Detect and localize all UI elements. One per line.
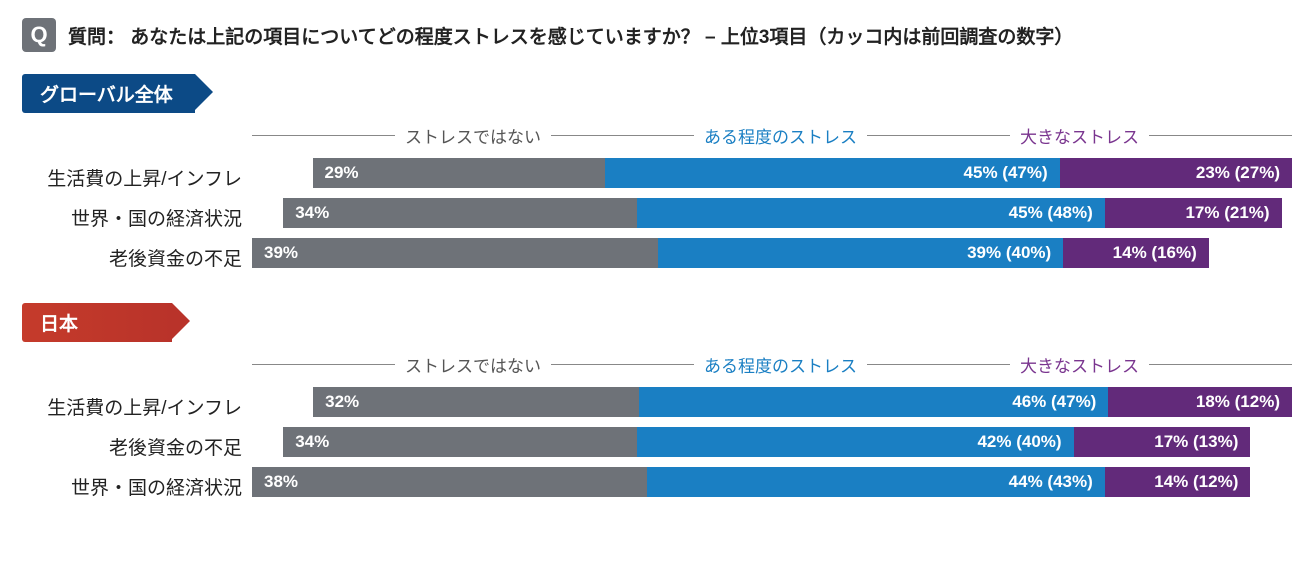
- legend-big: 大きなストレス: [1010, 352, 1149, 377]
- seg-some: 46% (47%): [639, 387, 1108, 417]
- seg-some: 45% (47%): [605, 158, 1059, 188]
- seg-big: 23% (27%): [1060, 158, 1292, 188]
- seg-big-label: 17% (13%): [1154, 432, 1238, 452]
- bar-spacer: [252, 158, 313, 188]
- chart-area: 生活費の上昇/インフレ老後資金の不足世界・国の経済状況 ストレスではない ある程度の…: [22, 346, 1292, 506]
- seg-big: 18% (12%): [1108, 387, 1292, 417]
- row-labels: 生活費の上昇/インフレ世界・国の経済状況老後資金の不足: [22, 117, 252, 277]
- legend-some: ある程度のストレス: [694, 123, 867, 148]
- bar-track: 38% 44% (43%) 14% (12%): [252, 467, 1292, 497]
- question-icon: Q: [22, 18, 56, 52]
- seg-big-label: 23% (27%): [1196, 163, 1280, 183]
- bars-column: ストレスではない ある程度のストレス 大きなストレス 32% 46% (47%) 18% …: [252, 346, 1292, 506]
- legend-line: [551, 364, 694, 365]
- seg-some-label: 45% (48%): [1009, 203, 1093, 223]
- section-global: グローバル全体生活費の上昇/インフレ世界・国の経済状況老後資金の不足ストレスでは…: [22, 74, 1292, 277]
- row-label: 世界・国の経済状況: [22, 197, 252, 237]
- seg-not: 38%: [252, 467, 647, 497]
- seg-not: 29%: [313, 158, 606, 188]
- seg-not-label: 34%: [295, 203, 329, 223]
- legend-line: [867, 364, 1010, 365]
- seg-big: 14% (12%): [1105, 467, 1251, 497]
- seg-some: 42% (40%): [637, 427, 1074, 457]
- bar-row: 32% 46% (47%) 18% (12%): [252, 382, 1292, 422]
- legend-not: ストレスではない: [395, 352, 551, 377]
- bar-spacer: [252, 387, 313, 417]
- legend-line: [252, 364, 395, 365]
- bar-spacer: [252, 427, 283, 457]
- row-label: 生活費の上昇/インフレ: [22, 157, 252, 197]
- legend-row: ストレスではない ある程度のストレス 大きなストレス: [252, 346, 1292, 382]
- legend-line: [551, 135, 694, 136]
- seg-not: 34%: [283, 427, 637, 457]
- bar-row: 38% 44% (43%) 14% (12%): [252, 462, 1292, 502]
- bar-track: 29% 45% (47%) 23% (27%): [252, 158, 1292, 188]
- bar-track: 39% 39% (40%) 14% (16%): [252, 238, 1292, 268]
- bar-row: 34% 45% (48%) 17% (21%): [252, 193, 1292, 233]
- seg-big-label: 14% (16%): [1113, 243, 1197, 263]
- seg-some-label: 39% (40%): [967, 243, 1051, 263]
- row-label: 老後資金の不足: [22, 426, 252, 466]
- legend-some: ある程度のストレス: [694, 352, 867, 377]
- question-header: Q 質問： あなたは上記の項目についてどの程度ストレスを感じていますか？ – 上…: [22, 18, 1292, 52]
- section-japan: 日本生活費の上昇/インフレ老後資金の不足世界・国の経済状況 ストレスではない ある程…: [22, 303, 1292, 506]
- bar-row: 29% 45% (47%) 23% (27%): [252, 153, 1292, 193]
- seg-not: 34%: [283, 198, 637, 228]
- seg-some-label: 42% (40%): [977, 432, 1061, 452]
- seg-not-label: 39%: [264, 243, 298, 263]
- legend-line: [867, 135, 1010, 136]
- row-label: 老後資金の不足: [22, 237, 252, 277]
- legend-line: [1149, 364, 1292, 365]
- section-tag-global: グローバル全体: [22, 74, 195, 113]
- seg-some-label: 44% (43%): [1009, 472, 1093, 492]
- seg-not: 32%: [313, 387, 639, 417]
- seg-some-label: 45% (47%): [964, 163, 1048, 183]
- seg-not-label: 32%: [325, 392, 359, 412]
- bar-track: 34% 45% (48%) 17% (21%): [252, 198, 1292, 228]
- seg-big: 14% (16%): [1063, 238, 1209, 268]
- bar-track: 34% 42% (40%) 17% (13%): [252, 427, 1292, 457]
- legend-not: ストレスではない: [395, 123, 551, 148]
- seg-not-label: 34%: [295, 432, 329, 452]
- seg-some-label: 46% (47%): [1012, 392, 1096, 412]
- bar-spacer: [252, 198, 283, 228]
- row-label: 生活費の上昇/インフレ: [22, 386, 252, 426]
- bar-row: 34% 42% (40%) 17% (13%): [252, 422, 1292, 462]
- legend-big: 大きなストレス: [1010, 123, 1149, 148]
- legend-line: [1149, 135, 1292, 136]
- legend-line: [252, 135, 395, 136]
- bar-row: 39% 39% (40%) 14% (16%): [252, 233, 1292, 273]
- seg-not-label: 29%: [325, 163, 359, 183]
- seg-not-label: 38%: [264, 472, 298, 492]
- chart-area: 生活費の上昇/インフレ世界・国の経済状況老後資金の不足 ストレスではない ある程度の…: [22, 117, 1292, 277]
- section-tag-japan: 日本: [22, 303, 172, 342]
- row-label: 世界・国の経済状況: [22, 466, 252, 506]
- bars-column: ストレスではない ある程度のストレス 大きなストレス 29% 45% (47%) 23% …: [252, 117, 1292, 277]
- row-labels: 生活費の上昇/インフレ老後資金の不足世界・国の経済状況: [22, 346, 252, 506]
- seg-big-label: 17% (21%): [1185, 203, 1269, 223]
- seg-some: 39% (40%): [658, 238, 1064, 268]
- question-text: 質問： あなたは上記の項目についてどの程度ストレスを感じていますか？ – 上位3…: [68, 22, 1073, 49]
- seg-some: 44% (43%): [647, 467, 1105, 497]
- seg-big: 17% (13%): [1074, 427, 1251, 457]
- bar-track: 32% 46% (47%) 18% (12%): [252, 387, 1292, 417]
- legend-row: ストレスではない ある程度のストレス 大きなストレス: [252, 117, 1292, 153]
- seg-big-label: 14% (12%): [1154, 472, 1238, 492]
- seg-some: 45% (48%): [637, 198, 1105, 228]
- seg-big: 17% (21%): [1105, 198, 1282, 228]
- seg-big-label: 18% (12%): [1196, 392, 1280, 412]
- seg-not: 39%: [252, 238, 658, 268]
